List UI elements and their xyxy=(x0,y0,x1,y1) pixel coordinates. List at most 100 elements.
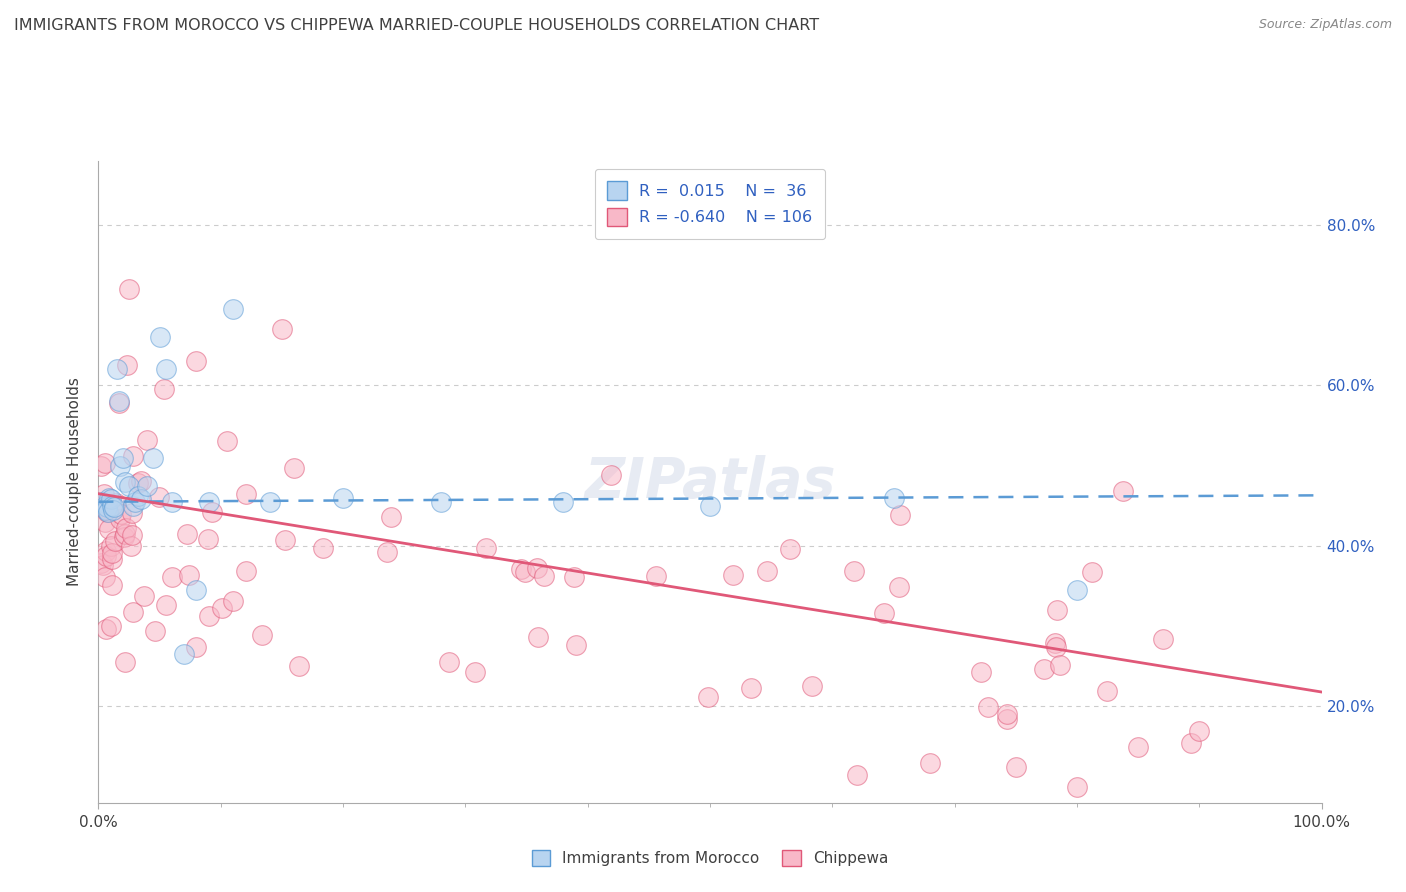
Point xyxy=(97,505,120,519)
Point xyxy=(120,539,142,553)
Point xyxy=(553,495,575,509)
Point xyxy=(122,449,145,463)
Point xyxy=(211,601,233,615)
Point xyxy=(565,638,588,652)
Point xyxy=(270,322,294,336)
Point xyxy=(114,475,136,489)
Point xyxy=(90,459,112,474)
Point xyxy=(103,500,125,515)
Point xyxy=(111,450,134,465)
Point xyxy=(1128,739,1150,754)
Point xyxy=(96,502,118,516)
Point xyxy=(201,505,224,519)
Point xyxy=(100,619,122,633)
Text: IMMIGRANTS FROM MOROCCO VS CHIPPEWA MARRIED-COUPLE HOUSEHOLDS CORRELATION CHART: IMMIGRANTS FROM MOROCCO VS CHIPPEWA MARR… xyxy=(14,18,820,33)
Point xyxy=(149,330,172,344)
Point xyxy=(118,282,141,296)
Point xyxy=(114,521,136,535)
Point xyxy=(844,565,866,579)
Point xyxy=(274,533,297,547)
Point xyxy=(94,503,117,517)
Point xyxy=(100,492,122,507)
Point xyxy=(121,499,143,513)
Point xyxy=(1095,684,1118,698)
Point xyxy=(117,358,139,372)
Point xyxy=(756,564,779,578)
Point xyxy=(153,382,176,396)
Point xyxy=(332,491,354,505)
Point xyxy=(889,508,911,522)
Point xyxy=(235,487,257,501)
Point xyxy=(91,558,114,572)
Point xyxy=(135,433,157,447)
Point xyxy=(1045,640,1067,654)
Point xyxy=(100,546,122,560)
Point xyxy=(697,690,720,704)
Point xyxy=(93,487,115,501)
Point xyxy=(94,622,117,636)
Point xyxy=(513,566,536,580)
Point xyxy=(186,354,208,368)
Point xyxy=(148,490,170,504)
Point xyxy=(114,526,136,541)
Point xyxy=(96,505,118,519)
Point xyxy=(129,492,152,507)
Point xyxy=(114,655,136,669)
Point xyxy=(121,506,143,520)
Point xyxy=(100,539,122,553)
Point xyxy=(380,510,402,524)
Point xyxy=(104,534,127,549)
Point xyxy=(112,530,135,544)
Point xyxy=(127,489,149,503)
Point xyxy=(259,495,281,509)
Point xyxy=(93,516,115,530)
Point xyxy=(118,479,141,493)
Point xyxy=(121,606,143,620)
Point xyxy=(1188,723,1211,738)
Point xyxy=(222,302,245,317)
Point xyxy=(1049,658,1071,673)
Point xyxy=(375,545,398,559)
Point xyxy=(90,556,112,570)
Point xyxy=(179,568,201,582)
Point xyxy=(132,590,155,604)
Point xyxy=(1180,736,1202,750)
Point xyxy=(845,767,868,781)
Point xyxy=(883,491,905,505)
Point xyxy=(93,456,115,470)
Point xyxy=(740,681,762,695)
Point xyxy=(920,756,942,770)
Point xyxy=(510,562,533,576)
Point xyxy=(101,577,124,591)
Point xyxy=(108,394,131,409)
Point xyxy=(779,541,801,556)
Point xyxy=(283,460,305,475)
Point xyxy=(124,495,146,509)
Point xyxy=(176,527,198,541)
Point xyxy=(430,495,453,509)
Point xyxy=(197,532,219,546)
Point xyxy=(873,606,896,620)
Point xyxy=(723,567,745,582)
Point xyxy=(475,541,498,556)
Point xyxy=(186,583,208,598)
Point xyxy=(98,491,121,505)
Point xyxy=(173,648,195,662)
Point xyxy=(562,569,585,583)
Point xyxy=(1066,583,1088,598)
Point xyxy=(1046,603,1069,617)
Point xyxy=(1081,566,1104,580)
Text: ZIPatlas: ZIPatlas xyxy=(585,455,835,508)
Point xyxy=(108,396,131,410)
Point xyxy=(995,712,1018,726)
Point xyxy=(1004,760,1026,774)
Point xyxy=(699,499,721,513)
Point xyxy=(100,551,122,566)
Point xyxy=(94,549,117,563)
Point xyxy=(96,500,118,515)
Point xyxy=(93,499,115,513)
Point xyxy=(142,450,165,465)
Point xyxy=(312,541,335,555)
Point xyxy=(94,570,117,584)
Legend: Immigrants from Morocco, Chippewa: Immigrants from Morocco, Chippewa xyxy=(526,844,894,872)
